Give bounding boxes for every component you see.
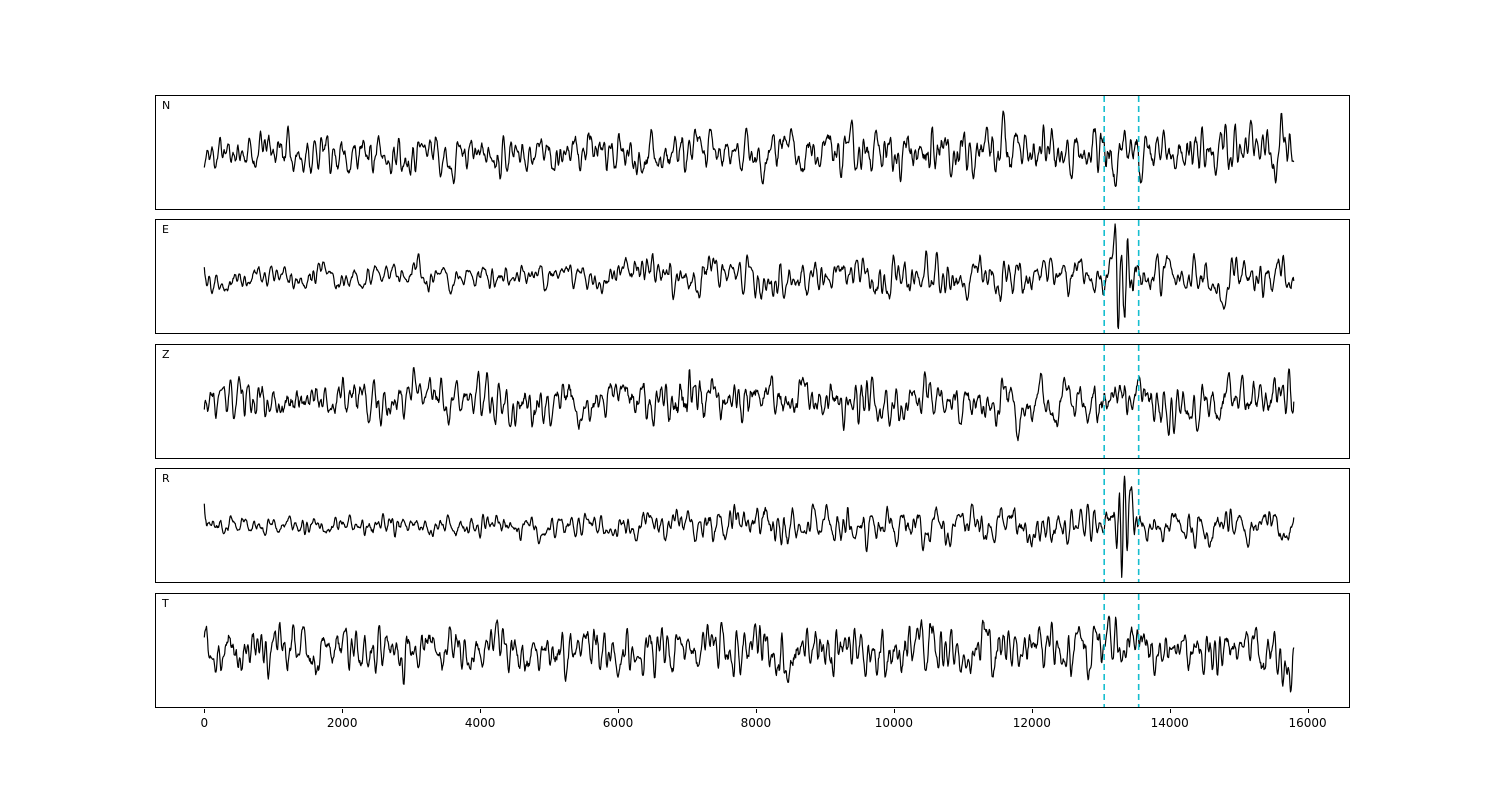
- x-tick-label: 10000: [874, 716, 913, 730]
- x-tick: [204, 709, 206, 713]
- waveform-trace-N: [203, 96, 1295, 209]
- x-tick: [1307, 709, 1309, 713]
- x-tick: [1169, 709, 1171, 713]
- waveform-trace-T: [203, 594, 1295, 707]
- waveform-trace-R: [203, 469, 1295, 582]
- waveform-trace-Z: [203, 345, 1295, 458]
- x-tick-label: 12000: [1012, 716, 1051, 730]
- x-tick: [893, 709, 895, 713]
- trace-panel-R: R: [155, 468, 1350, 583]
- panel-label-E: E: [162, 223, 169, 236]
- x-tick: [618, 709, 619, 713]
- x-tick: [1031, 709, 1033, 713]
- x-tick: [342, 709, 344, 713]
- panel-label-N: N: [162, 99, 171, 112]
- x-tick-label: 16000: [1288, 716, 1327, 730]
- x-tick-label: 0: [200, 716, 209, 730]
- x-tick: [755, 709, 757, 713]
- x-tick-label: 8000: [740, 716, 772, 730]
- seismogram-path: [203, 110, 1295, 187]
- panel-label-T: T: [162, 597, 169, 610]
- x-tick: [480, 709, 482, 713]
- seismogram-path: [203, 367, 1295, 442]
- trace-panel-T: T: [155, 593, 1350, 708]
- trace-panel-Z: Z: [155, 344, 1350, 459]
- x-tick-label: 14000: [1150, 716, 1189, 730]
- x-tick-label: 2000: [326, 716, 358, 730]
- waveform-trace-E: [203, 220, 1295, 333]
- trace-panel-N: N: [155, 95, 1350, 210]
- seismogram-path: [203, 475, 1295, 578]
- x-tick-label: 6000: [602, 716, 634, 730]
- panel-label-Z: Z: [162, 348, 170, 361]
- seismogram-path: [203, 223, 1295, 330]
- panel-label-R: R: [162, 472, 170, 485]
- x-tick-label: 4000: [464, 716, 496, 730]
- seismogram-path: [203, 615, 1295, 693]
- trace-panel-E: E: [155, 219, 1350, 334]
